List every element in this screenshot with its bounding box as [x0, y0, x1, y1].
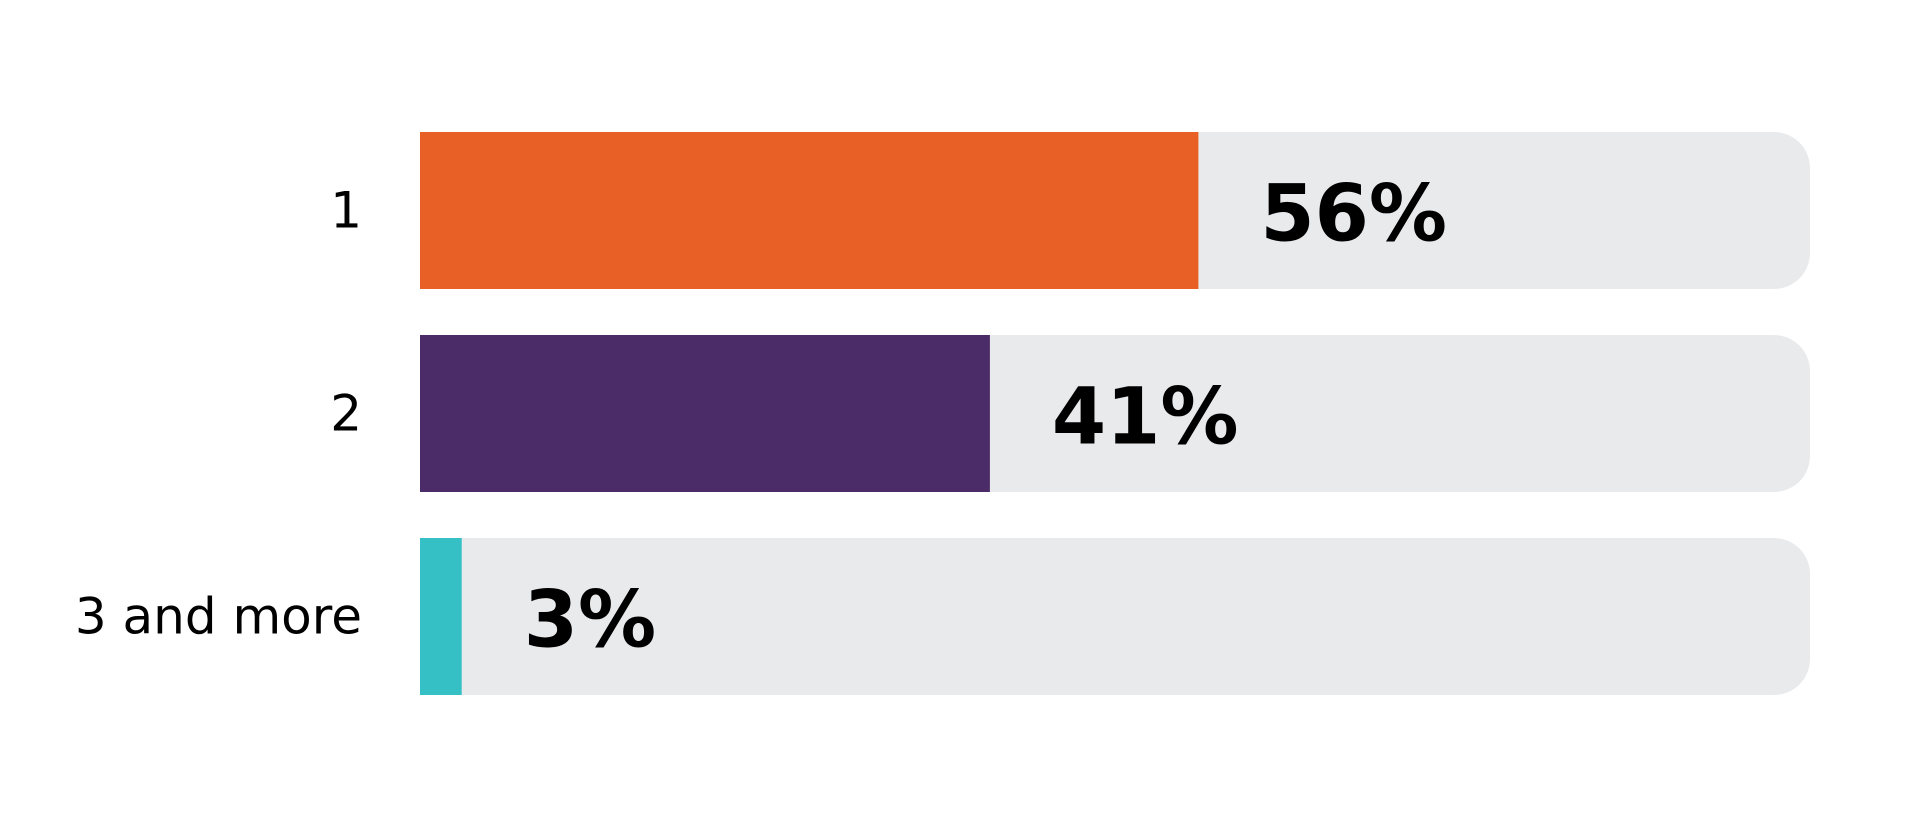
bar-track [420, 538, 1810, 695]
category-label: 2 [330, 385, 362, 443]
bar [420, 335, 990, 492]
category-label: 3 and more [75, 588, 362, 646]
category-label: 1 [330, 182, 362, 240]
bar [420, 538, 462, 695]
bar [420, 132, 1199, 289]
bar-row: 1 56% [330, 132, 1810, 289]
value-label: 56% [1260, 170, 1447, 260]
bar-row: 3 and more 3% [75, 538, 1810, 695]
value-label: 41% [1052, 373, 1239, 463]
value-label: 3% [524, 576, 656, 666]
bar-row: 2 41% [330, 335, 1810, 492]
